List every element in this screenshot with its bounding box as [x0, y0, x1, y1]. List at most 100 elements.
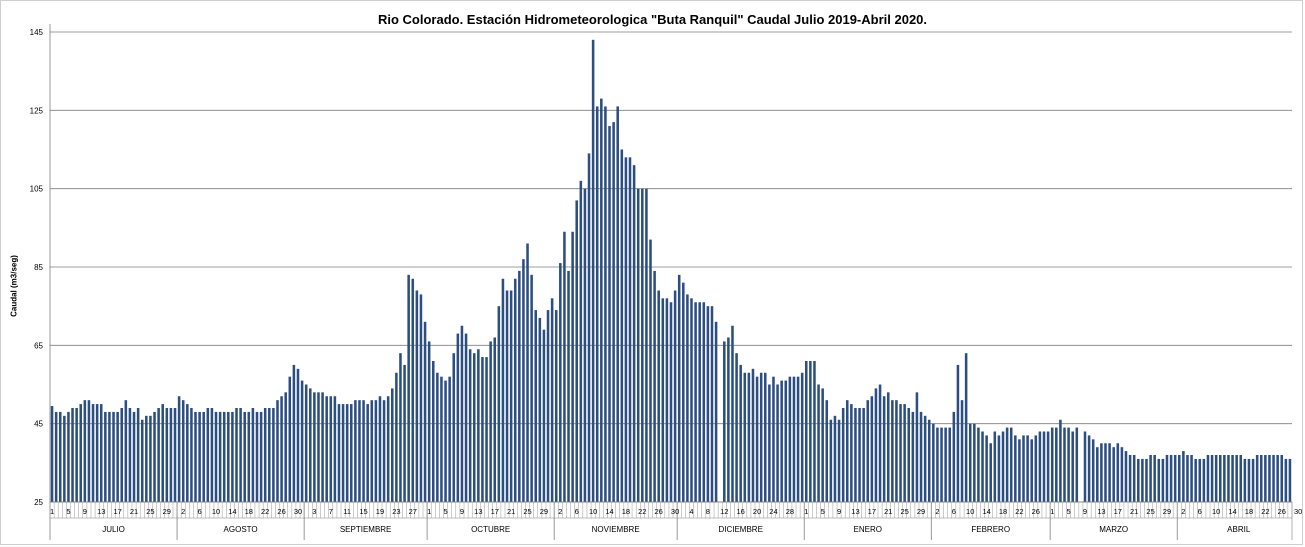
bar: [661, 298, 665, 502]
x-tick-label: 6: [198, 507, 202, 516]
bar: [1124, 451, 1128, 502]
bar: [600, 98, 603, 502]
bar: [1100, 443, 1103, 502]
x-tick-label: 22: [261, 507, 269, 516]
bar: [641, 188, 644, 503]
bar: [813, 361, 816, 502]
bar: [99, 404, 103, 502]
bar: [1251, 458, 1255, 502]
month-label: NOVIEMBRE: [592, 525, 640, 534]
bar: [489, 341, 492, 502]
bar: [612, 122, 615, 502]
bar: [1059, 419, 1062, 502]
bar: [374, 400, 378, 502]
x-tick-label: 22: [1015, 507, 1023, 516]
bar: [386, 396, 390, 502]
x-tick-label: 3: [312, 507, 316, 516]
bar: [1112, 447, 1115, 502]
bar: [292, 364, 296, 502]
bar: [296, 368, 300, 502]
bar: [452, 353, 456, 502]
x-tick-label: 9: [837, 507, 841, 516]
bar: [821, 388, 824, 502]
bar: [723, 341, 726, 502]
bar: [1288, 458, 1292, 502]
x-tick-label: 1: [427, 507, 431, 516]
bar: [251, 408, 255, 502]
bar: [829, 419, 833, 502]
bar: [391, 388, 394, 502]
bar: [120, 408, 123, 502]
bar: [682, 282, 685, 502]
bar: [575, 200, 578, 503]
bar: [936, 427, 939, 502]
bar: [1063, 427, 1066, 502]
bar: [128, 408, 132, 502]
bar: [1206, 455, 1210, 502]
bar: [1055, 427, 1058, 502]
bar: [427, 341, 431, 502]
bar: [731, 325, 734, 502]
bar: [542, 329, 546, 502]
bar: [1182, 451, 1185, 502]
bar: [288, 376, 292, 502]
bar: [706, 306, 710, 502]
month-label: ENERO: [854, 525, 882, 534]
bar: [825, 400, 829, 502]
bar: [1042, 431, 1046, 502]
x-tick-label: 13: [851, 507, 859, 516]
x-tick-label: 2: [181, 507, 185, 516]
bar: [157, 408, 160, 502]
bar: [1284, 458, 1288, 502]
x-tick-label: 9: [460, 507, 464, 516]
bar: [735, 353, 738, 502]
x-tick-label: 22: [1261, 507, 1269, 516]
bar: [1104, 443, 1107, 502]
bar: [91, 404, 95, 502]
x-tick-label: 25: [146, 507, 154, 516]
bar: [309, 388, 312, 502]
bar: [345, 404, 349, 502]
bar: [563, 231, 566, 502]
bar: [1083, 431, 1087, 502]
bar: [411, 278, 415, 502]
bar: [79, 404, 83, 502]
bar: [1173, 455, 1177, 502]
bar: [686, 294, 689, 502]
bar: [858, 408, 861, 502]
bar: [1120, 447, 1124, 502]
bar: [657, 290, 660, 502]
x-tick-label: 21: [884, 507, 892, 516]
bar: [468, 349, 472, 502]
bar: [1018, 439, 1021, 502]
bar: [440, 376, 443, 502]
bar: [366, 404, 369, 502]
bar: [1075, 427, 1079, 502]
bar: [1009, 427, 1013, 502]
bar: [460, 325, 464, 502]
bar: [1108, 443, 1111, 502]
bar: [895, 400, 898, 502]
bar: [83, 400, 87, 502]
bar: [362, 400, 365, 502]
bar: [550, 298, 554, 502]
bar: [325, 396, 328, 502]
bar: [423, 321, 427, 502]
y-tick-label: 65: [34, 341, 43, 350]
bar: [944, 427, 947, 502]
bar: [136, 408, 140, 502]
bar: [132, 411, 136, 502]
bar: [206, 408, 210, 502]
x-tick-label: 18: [1245, 507, 1253, 516]
bar: [370, 400, 374, 502]
bar: [235, 408, 238, 502]
bar: [337, 404, 341, 502]
bar: [694, 302, 697, 502]
bar: [903, 404, 906, 502]
bar: [63, 415, 66, 502]
bar: [899, 404, 902, 502]
bar: [169, 408, 173, 502]
x-tick-label: 20: [753, 507, 761, 516]
bar: [464, 333, 468, 502]
x-tick-label: 13: [97, 507, 105, 516]
